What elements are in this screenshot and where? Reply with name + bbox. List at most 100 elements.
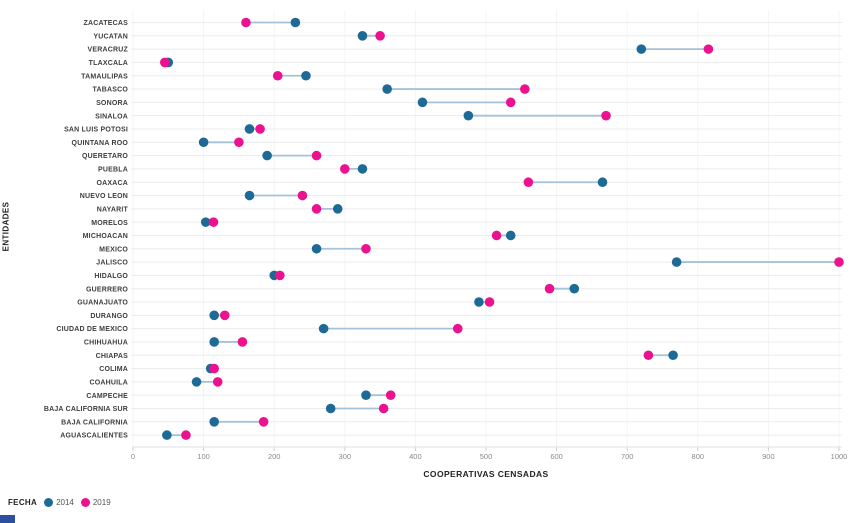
category-label: TAMAULIPAS: [81, 73, 128, 80]
dot-2014-quintana-roo[interactable]: [198, 137, 209, 148]
category-label: TLAXCALA: [89, 60, 128, 67]
category-label: HIDALGO: [94, 273, 128, 280]
dot-2014-sinaloa[interactable]: [463, 110, 474, 121]
category-label: GUANAJUATO: [77, 300, 128, 307]
dot-2014-coahuila[interactable]: [191, 377, 202, 387]
dot-2014-michoacan[interactable]: [505, 230, 516, 241]
dot-2019-tabasco[interactable]: [520, 84, 530, 94]
legend-dot-2014-icon: [44, 498, 54, 507]
dot-2014-chiapas[interactable]: [668, 350, 678, 361]
category-label: CHIHUAHUA: [84, 340, 128, 347]
dot-2019-campeche[interactable]: [385, 390, 396, 400]
dot-2019-queretaro[interactable]: [311, 150, 322, 161]
legend-label-2014: 2014: [56, 498, 74, 507]
x-tick-label: 700: [621, 452, 634, 461]
dot-2014-sonora[interactable]: [417, 97, 428, 108]
dot-2014-ciudad-de-mexico[interactable]: [318, 323, 329, 334]
dot-2019-tamaulipas[interactable]: [272, 70, 283, 81]
x-tick-label: 600: [550, 452, 563, 461]
dot-2014-queretaro[interactable]: [262, 150, 272, 161]
chart-legend: FECHA 2014 2019: [8, 498, 111, 507]
dot-2014-guanajuato[interactable]: [474, 297, 484, 307]
category-label: PUEBLA: [98, 167, 128, 174]
dot-2019-baja-california-sur[interactable]: [378, 403, 389, 414]
x-tick-label: 1000: [831, 452, 848, 461]
dot-2019-sinaloa[interactable]: [601, 110, 611, 121]
dot-2014-jalisco[interactable]: [671, 257, 682, 267]
dot-2014-san-luis-potosi[interactable]: [244, 124, 255, 134]
dot-2019-ciudad-de-mexico[interactable]: [452, 323, 463, 334]
dot-2014-tabasco[interactable]: [382, 84, 392, 94]
category-label: TABASCO: [93, 87, 129, 94]
dot-2019-veracruz[interactable]: [703, 44, 714, 54]
category-label: NAYARIT: [97, 206, 129, 213]
x-tick-label: 800: [692, 452, 705, 461]
dot-2019-colima[interactable]: [209, 363, 219, 374]
y-axis-title: ENTIDADES: [1, 201, 11, 252]
dot-2014-guerrero[interactable]: [569, 283, 580, 294]
dot-2019-nuevo-leon[interactable]: [297, 190, 308, 201]
dot-2019-yucatan[interactable]: [375, 31, 385, 41]
dot-2014-chihuahua[interactable]: [209, 337, 219, 347]
dot-2014-baja-california[interactable]: [209, 417, 219, 427]
dot-2019-aguascalientes[interactable]: [181, 430, 191, 440]
dot-2019-san-luis-potosi[interactable]: [255, 124, 265, 134]
category-label: CHIAPAS: [96, 353, 129, 360]
category-label: GUERRERO: [86, 286, 128, 293]
dot-2019-mexico[interactable]: [361, 243, 371, 254]
dot-2019-guerrero[interactable]: [544, 283, 555, 294]
dot-2019-nayarit[interactable]: [311, 204, 322, 214]
dot-2014-yucatan[interactable]: [357, 31, 368, 41]
dot-2019-quintana-roo[interactable]: [234, 137, 244, 148]
dot-2019-guanajuato[interactable]: [484, 297, 495, 307]
dot-2019-hidalgo[interactable]: [275, 270, 285, 281]
x-tick-label: 500: [480, 452, 493, 461]
dot-2019-durango[interactable]: [219, 310, 230, 321]
dot-2019-chiapas[interactable]: [643, 350, 654, 361]
dot-2019-sonora[interactable]: [505, 97, 516, 108]
dot-2014-tamaulipas[interactable]: [301, 70, 311, 81]
dot-2014-baja-california-sur[interactable]: [325, 403, 336, 414]
dot-2019-chihuahua[interactable]: [237, 337, 248, 347]
dot-2014-veracruz[interactable]: [636, 44, 647, 54]
dot-2014-aguascalientes[interactable]: [162, 430, 172, 440]
dot-2019-zacatecas[interactable]: [241, 17, 251, 28]
dot-2019-oaxaca[interactable]: [523, 177, 534, 188]
x-tick-label: 300: [339, 452, 352, 461]
dot-2019-jalisco[interactable]: [834, 257, 844, 267]
dot-2019-coahuila[interactable]: [212, 377, 223, 387]
x-tick-label: 0: [131, 452, 135, 461]
dot-2014-nayarit[interactable]: [332, 204, 343, 214]
x-axis-title: COOPERATIVAS CENSADAS: [423, 469, 549, 479]
category-label: CIUDAD DE MEXICO: [56, 326, 128, 333]
footer-logo: [0, 515, 15, 523]
dot-2019-puebla[interactable]: [340, 164, 350, 174]
legend-item-2019[interactable]: 2019: [80, 498, 111, 507]
dot-2019-morelos[interactable]: [208, 217, 219, 227]
category-label: SINALOA: [95, 113, 128, 120]
dot-2014-mexico[interactable]: [311, 243, 322, 254]
category-label: OAXACA: [96, 180, 128, 187]
category-label: QUINTANA ROO: [72, 140, 129, 147]
x-tick-label: 900: [762, 452, 775, 461]
dot-2019-tlaxcala[interactable]: [159, 57, 170, 68]
category-label: BAJA CALIFORNIA: [61, 419, 128, 426]
category-label: MORELOS: [91, 220, 128, 227]
dot-2019-baja-california[interactable]: [258, 417, 269, 427]
category-label: DURANGO: [90, 313, 128, 320]
dot-2014-puebla[interactable]: [357, 164, 368, 174]
category-label: COAHUILA: [89, 379, 128, 386]
dot-2014-zacatecas[interactable]: [290, 17, 301, 28]
category-label: COLIMA: [99, 366, 128, 373]
dot-2014-campeche[interactable]: [361, 390, 371, 400]
dot-2014-oaxaca[interactable]: [597, 177, 608, 188]
dot-2019-michoacan[interactable]: [491, 230, 502, 241]
category-label: VERACRUZ: [88, 47, 129, 54]
dot-2014-nuevo-leon[interactable]: [244, 190, 255, 201]
category-label: SAN LUIS POTOSI: [64, 127, 128, 134]
dot-2014-morelos[interactable]: [200, 217, 211, 227]
legend-item-2014[interactable]: 2014: [44, 498, 74, 507]
dot-2014-durango[interactable]: [209, 310, 219, 321]
plot-canvas: 0 100 200 300 400 500 600 700 800 900 1000 ZACATECA…: [44, 10, 848, 461]
